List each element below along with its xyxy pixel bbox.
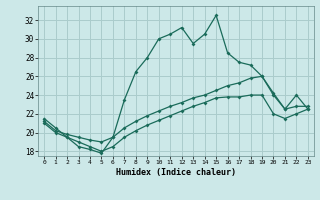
X-axis label: Humidex (Indice chaleur): Humidex (Indice chaleur) — [116, 168, 236, 177]
